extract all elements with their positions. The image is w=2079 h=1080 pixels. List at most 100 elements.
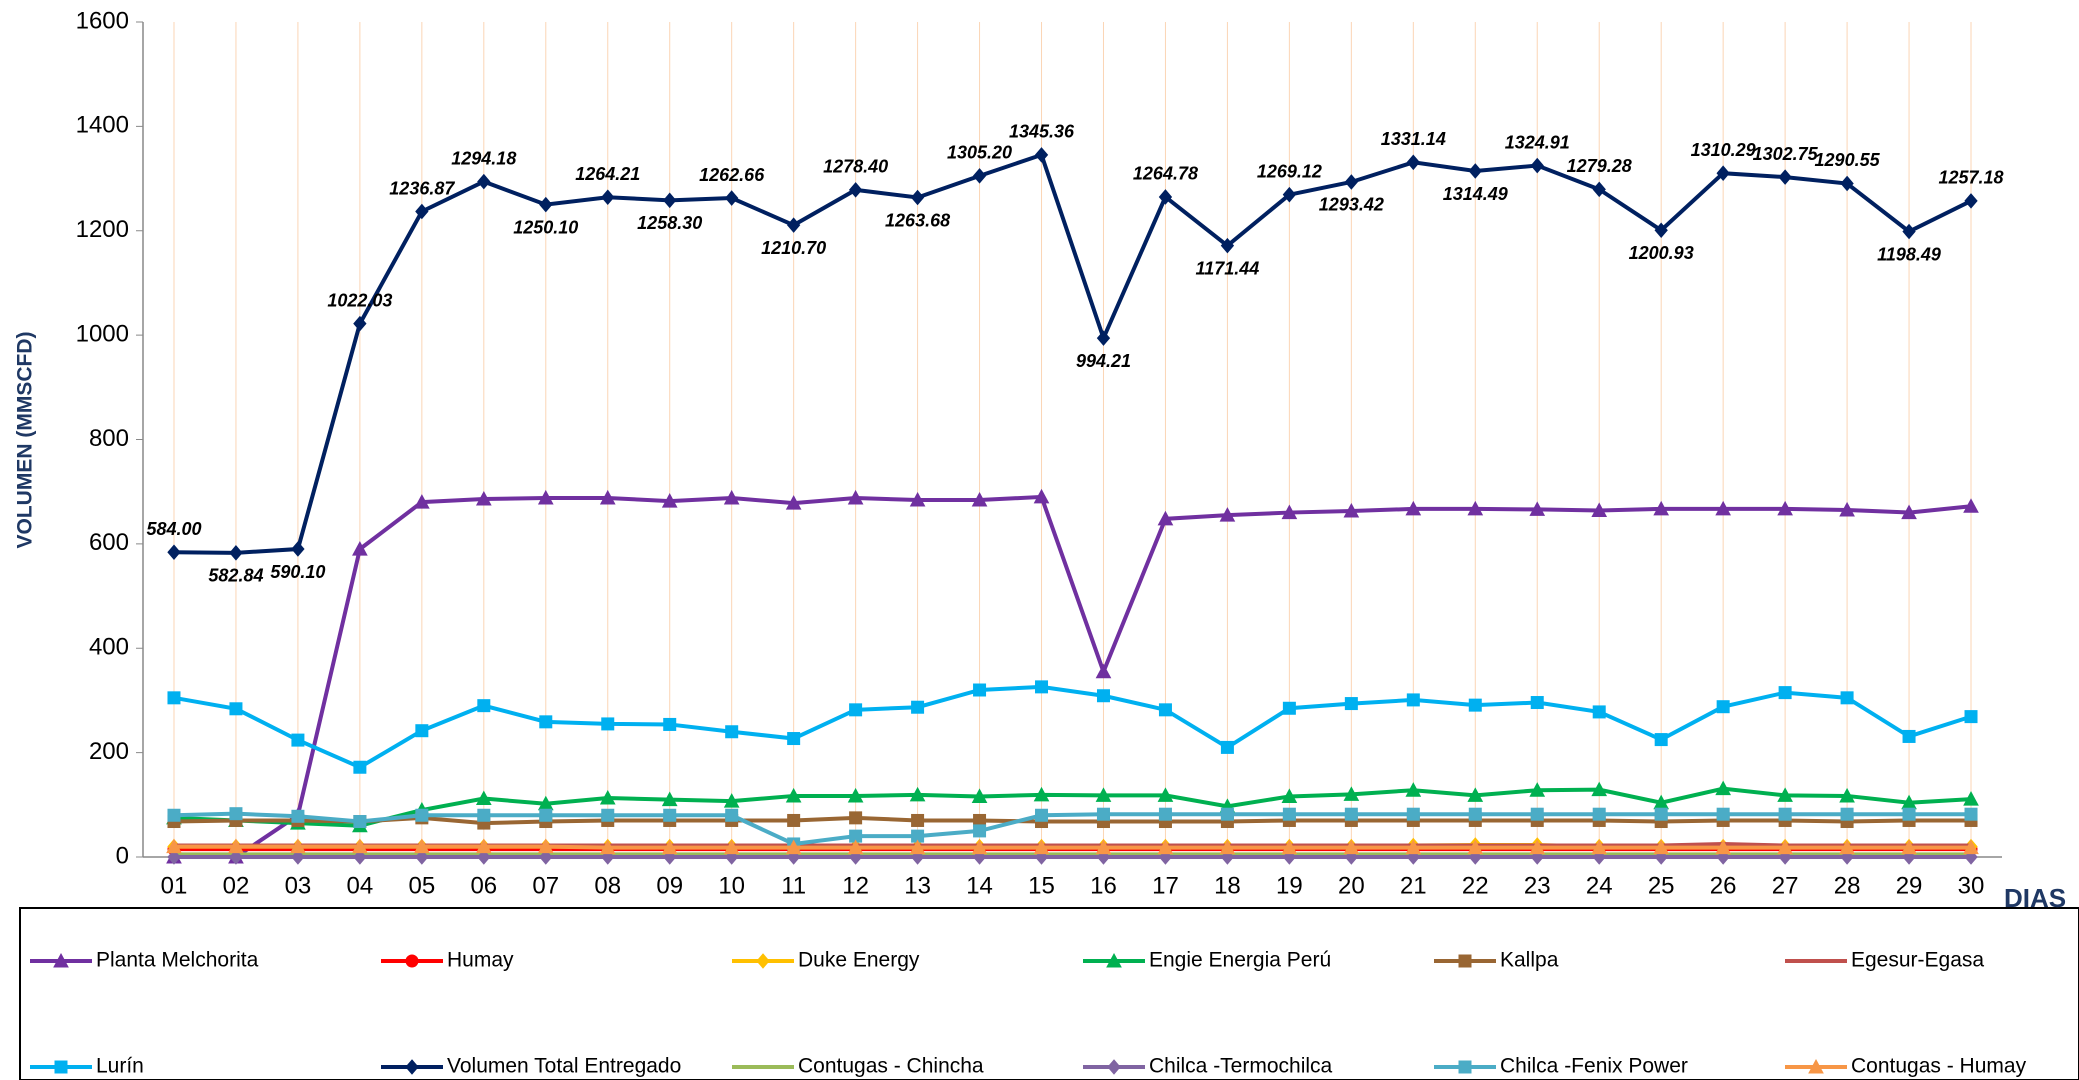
x-tick-label: 06 (470, 872, 497, 899)
data-label: 1310.29 (1691, 140, 1756, 160)
marker (661, 791, 678, 807)
marker (599, 839, 616, 855)
marker (1281, 788, 1298, 803)
marker (1529, 501, 1546, 516)
data-label: 1269.12 (1257, 161, 1322, 181)
data-label: 1345.36 (1009, 122, 1075, 142)
x-axis-title: DIAS (2004, 883, 2066, 913)
marker (971, 788, 988, 803)
x-tick-label: 18 (1214, 872, 1241, 899)
legend-label: Duke Energy (798, 949, 920, 972)
marker (1033, 786, 1050, 802)
x-tick-label: 30 (1958, 872, 1985, 899)
marker (1343, 786, 1360, 801)
marker (1716, 807, 1730, 821)
marker (1034, 147, 1049, 163)
data-label: 1262.66 (699, 165, 765, 185)
marker (1901, 839, 1917, 855)
marker (415, 808, 429, 822)
marker (1529, 839, 1546, 855)
x-tick-label: 08 (594, 872, 621, 899)
series-line (173, 811, 1972, 847)
data-label: 582.84 (208, 566, 263, 586)
marker (1033, 839, 1050, 855)
data-label: 1264.78 (1133, 164, 1198, 184)
marker (229, 545, 243, 561)
marker (1219, 507, 1236, 522)
marker (477, 699, 491, 713)
marker (973, 683, 987, 697)
marker (1839, 501, 1855, 517)
marker (785, 839, 802, 855)
marker (1157, 839, 1174, 855)
x-tick-label: 10 (718, 872, 745, 899)
marker (972, 168, 987, 184)
marker (1964, 710, 1978, 724)
marker (661, 493, 678, 508)
data-label: 1263.68 (885, 210, 950, 230)
marker (167, 691, 181, 705)
marker (1343, 502, 1360, 518)
marker (1096, 689, 1110, 703)
y-tick-label: 0 (116, 842, 129, 869)
marker (787, 732, 801, 746)
marker (909, 786, 926, 802)
marker (353, 849, 367, 865)
marker (414, 838, 430, 854)
y-tick-label: 200 (89, 738, 129, 765)
marker (849, 811, 863, 825)
marker (1964, 193, 1978, 209)
marker (229, 849, 243, 865)
x-tick-label: 07 (532, 872, 559, 899)
marker (1591, 839, 1608, 855)
marker (537, 489, 554, 505)
marker (785, 495, 802, 510)
marker (353, 815, 367, 829)
y-tick-label: 600 (89, 529, 129, 556)
marker (405, 954, 419, 968)
marker (539, 849, 553, 865)
x-tick-label: 01 (161, 872, 188, 899)
marker (1106, 952, 1122, 968)
marker (1653, 839, 1670, 855)
legend-label: Kallpa (1500, 949, 1559, 972)
marker (477, 849, 491, 865)
marker (291, 809, 305, 823)
marker (405, 1059, 419, 1075)
series-line (173, 494, 1972, 859)
marker (1158, 807, 1172, 821)
marker (1467, 839, 1484, 855)
x-tick-label: 23 (1524, 872, 1551, 899)
marker (1220, 237, 1235, 254)
marker (1157, 787, 1174, 802)
marker (477, 808, 491, 822)
marker (1281, 504, 1298, 520)
data-label: 994.21 (1076, 351, 1131, 371)
data-label: 1200.93 (1629, 243, 1694, 263)
marker (167, 544, 181, 560)
x-tick-label: 11 (781, 872, 806, 899)
marker (352, 838, 368, 854)
marker (290, 838, 306, 854)
x-tick-label: 09 (656, 872, 683, 899)
legend-label: Volumen Total Entregado (447, 1055, 681, 1078)
marker (415, 724, 429, 738)
legend-box (19, 907, 2079, 1080)
marker (911, 813, 925, 827)
data-label: 1022.03 (327, 290, 392, 310)
marker (54, 1060, 68, 1074)
marker (1716, 165, 1730, 181)
marker (725, 808, 739, 822)
x-tick-label: 28 (1834, 872, 1861, 899)
data-label: 1314.49 (1443, 184, 1508, 204)
x-tick-label: 21 (1400, 872, 1427, 899)
legend-label: Egesur-Egasa (1851, 949, 1984, 972)
marker (1592, 807, 1606, 821)
marker (1963, 498, 1979, 513)
series-line (173, 684, 1972, 770)
marker (661, 839, 678, 855)
marker (663, 717, 677, 731)
marker (475, 790, 492, 806)
x-tick-label: 13 (904, 872, 931, 899)
